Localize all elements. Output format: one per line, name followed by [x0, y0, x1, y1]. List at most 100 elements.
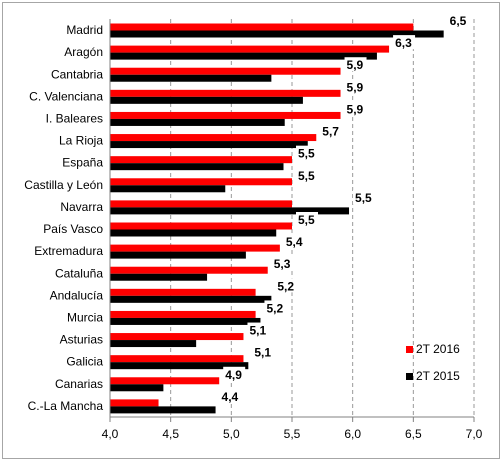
data-label-bg: [264, 300, 287, 315]
bar-2t-2016: [110, 310, 256, 318]
category-label: País Vasco: [43, 222, 103, 236]
data-label: 6,3: [395, 36, 412, 50]
data-label: 5,5: [355, 191, 372, 205]
data-label-bg: [219, 388, 242, 403]
bar-2t-2016: [110, 89, 341, 97]
bar-2t-2015: [110, 52, 377, 60]
bar-2t-2016: [110, 134, 317, 142]
legend-label: 2T 2016: [416, 342, 460, 356]
data-label-bg: [271, 256, 294, 271]
data-label: 5,7: [322, 125, 339, 139]
bar-2t-2016: [110, 333, 244, 341]
bar-2t-2015: [110, 30, 444, 38]
bar-2t-2015: [110, 229, 277, 237]
bar-2t-2015: [110, 74, 272, 82]
legend-swatch: [406, 346, 413, 353]
data-label: 5,2: [266, 301, 283, 315]
x-tick-label: 4,5: [162, 427, 179, 441]
bar-2t-2015: [110, 96, 303, 104]
bar-2t-2015: [110, 141, 308, 149]
category-label: Galicia: [66, 355, 103, 369]
data-label-bg: [447, 13, 470, 27]
data-label-bg: [296, 212, 318, 226]
data-label-bg: [344, 101, 367, 116]
bar-2t-2015: [110, 406, 216, 414]
bar-2t-2016: [110, 288, 256, 296]
data-label: 5,9: [347, 80, 364, 94]
category-label: Cataluña: [55, 266, 103, 280]
x-tick-label: 5,0: [223, 427, 240, 441]
bar-2t-2015: [110, 163, 284, 171]
bar-2t-2015: [110, 340, 197, 348]
category-label: España: [62, 156, 103, 170]
legend-swatch: [406, 373, 413, 380]
x-tick-label: 6,5: [405, 427, 422, 441]
data-label-bg: [320, 123, 343, 138]
category-label: Extremadura: [34, 244, 103, 258]
data-label-bg: [275, 278, 298, 293]
bar-2t-2015: [110, 317, 261, 325]
data-label: 5,3: [274, 257, 291, 271]
bar-2t-2015: [110, 251, 246, 259]
bar-2t-2016: [110, 222, 292, 230]
data-label-bg: [344, 57, 367, 72]
data-label-bg: [223, 366, 246, 381]
x-tick-label: 6,0: [344, 427, 361, 441]
bar-2t-2015: [110, 118, 285, 126]
category-label: Aragón: [64, 45, 103, 59]
bar-2t-2015: [110, 207, 350, 215]
category-label: Asturias: [60, 333, 103, 347]
legend-label: 2T 2015: [416, 369, 460, 383]
category-label: C. Valenciana: [29, 89, 103, 103]
category-label: Castilla y León: [24, 178, 103, 192]
data-label: 5,1: [249, 324, 266, 338]
bar-2t-2016: [110, 67, 341, 75]
data-label: 5,1: [254, 346, 271, 360]
data-label: 4,4: [222, 390, 239, 404]
x-tick-label: 4,0: [102, 427, 119, 441]
data-label: 5,4: [286, 235, 303, 249]
data-label: 5,5: [298, 169, 315, 183]
data-label-bg: [296, 167, 318, 182]
data-label-bg: [344, 79, 367, 94]
data-label-bg: [283, 234, 306, 249]
bar-2t-2016: [110, 156, 292, 164]
bar-2t-2016: [110, 45, 390, 53]
data-label-bg: [296, 145, 318, 160]
category-label: Cantabria: [51, 67, 103, 81]
bar-2t-2016: [110, 377, 220, 385]
x-tick-label: 7,0: [466, 427, 483, 441]
category-label: Navarra: [60, 200, 103, 214]
bar-2t-2016: [110, 355, 244, 363]
bar-2t-2015: [110, 273, 208, 281]
data-label: 5,5: [298, 147, 315, 161]
data-label-bg: [393, 35, 416, 50]
bar-2t-2016: [110, 111, 341, 119]
bar-2t-2016: [110, 23, 414, 31]
data-label: 4,9: [225, 368, 242, 382]
data-label: 6,5: [450, 14, 467, 28]
bar-2t-2016: [110, 178, 292, 186]
bar-2t-2016: [110, 244, 280, 252]
category-label: Andalucía: [50, 288, 104, 302]
bar-2t-2016: [110, 200, 292, 208]
data-label: 5,5: [298, 213, 315, 227]
data-label: 5,2: [277, 279, 294, 293]
bar-2t-2015: [110, 384, 164, 392]
data-label: 5,9: [347, 58, 364, 72]
category-label: La Rioja: [59, 134, 103, 148]
category-label: Canarias: [55, 377, 103, 391]
bar-2t-2016: [110, 266, 268, 274]
data-label-bg: [353, 189, 376, 204]
bar-2t-2015: [110, 295, 272, 303]
bar-2t-2015: [110, 185, 226, 193]
category-label: I. Baleares: [46, 112, 103, 126]
data-label: 5,9: [347, 102, 364, 116]
bar-2t-2015: [110, 362, 249, 370]
category-label: C.-La Mancha: [28, 399, 104, 413]
x-tick-label: 5,5: [284, 427, 301, 441]
bar-2t-2016: [110, 399, 159, 407]
category-label: Madrid: [66, 23, 103, 37]
category-label: Murcia: [67, 311, 103, 325]
